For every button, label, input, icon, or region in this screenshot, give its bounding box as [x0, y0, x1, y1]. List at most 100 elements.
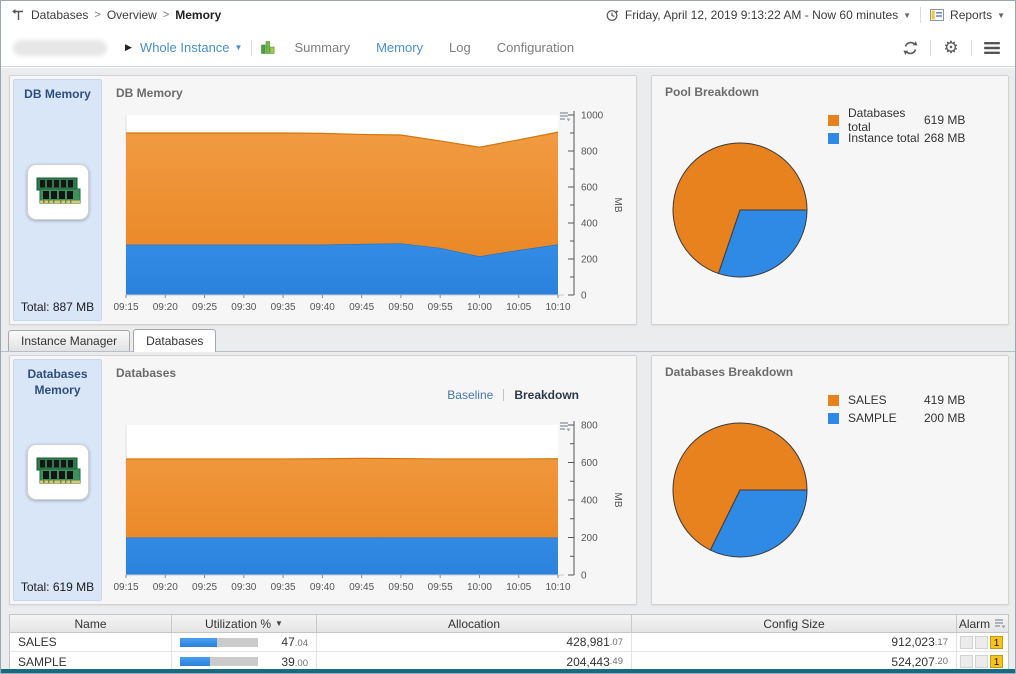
svg-text:MB: MB — [612, 198, 623, 213]
chevron-down-icon: ▼ — [234, 43, 243, 52]
panel-title: Pool Breakdown — [665, 85, 760, 99]
view-baseline[interactable]: Baseline — [447, 388, 494, 402]
legend-swatch-instance-total — [828, 132, 839, 144]
svg-text:09:50: 09:50 — [388, 582, 413, 593]
view-toggle: Baseline Breakdown — [447, 388, 579, 402]
legend-label: SAMPLE — [848, 411, 897, 425]
content-area: DB Memory Total: 887 MB DB Memory — [1, 68, 1015, 672]
table-row-sample[interactable]: SAMPLE 39.00 204,443.49 524,207.20 1 — [10, 652, 1008, 671]
db-memory-sidebar: DB Memory Total: 887 MB — [13, 79, 102, 321]
column-header-allocation[interactable]: Allocation — [317, 615, 632, 632]
chart-options-icon[interactable] — [559, 109, 571, 127]
databases-memory-total: Total: 619 MB — [20, 580, 95, 594]
breadcrumb-overview[interactable]: Overview — [106, 8, 157, 22]
utilization-bar-fill — [180, 657, 211, 666]
expand-arrow-icon[interactable]: ▶ — [125, 42, 132, 52]
settings-gear-button[interactable]: ⚙ — [940, 39, 962, 56]
svg-text:09:55: 09:55 — [428, 302, 453, 313]
svg-text:09:15: 09:15 — [113, 302, 138, 313]
tab-strip: Instance Manager Databases — [1, 329, 1015, 352]
legend-item: SALES 419 MB — [828, 391, 980, 409]
legend-swatch-sales — [828, 394, 839, 406]
svg-text:200: 200 — [581, 255, 598, 266]
breadcrumb-databases[interactable]: Databases — [31, 8, 89, 22]
column-header-utilization[interactable]: Utilization % ▼ — [172, 615, 317, 632]
memory-module-card — [26, 164, 89, 220]
svg-text:09:20: 09:20 — [153, 302, 178, 313]
svg-text:10:10: 10:10 — [545, 302, 570, 313]
utilization-bar-track — [180, 637, 258, 647]
nav-memory[interactable]: Memory — [376, 40, 424, 55]
gear-icon: ⚙ — [943, 38, 959, 57]
time-range-selector[interactable]: Friday, April 12, 2019 9:13:22 AM - Now … — [624, 8, 899, 22]
legend-value: 419 MB — [924, 393, 966, 407]
toolbar: ▶ Whole Instance ▼ Summary Memory Log Co… — [1, 29, 1015, 67]
pool-breakdown-pie-chart[interactable] — [664, 134, 824, 294]
instance-name-redacted[interactable] — [13, 39, 107, 56]
databases-stacked-area-chart[interactable]: 0 200 400 600 800 MB 09:15 09:20 09:25 09:30 09:35… — [106, 415, 638, 603]
breadcrumb-current: Memory — [175, 8, 222, 22]
table-header-row: Name Utilization % ▼ Allocation Config Si… — [10, 615, 1008, 633]
summary-chart-icon — [261, 41, 275, 54]
pool-breakdown-panel: Pool Breakdown Databases total 619 MB In… — [651, 75, 1009, 325]
refresh-button[interactable] — [899, 40, 921, 56]
reports-icon — [930, 9, 945, 21]
chart-options-icon[interactable] — [559, 419, 571, 437]
svg-text:600: 600 — [581, 458, 598, 469]
alarm-slot — [960, 635, 973, 649]
legend-label: Databases total — [848, 106, 906, 134]
tab-instance-manager[interactable]: Instance Manager — [8, 330, 131, 351]
nav-log[interactable]: Log — [449, 40, 471, 55]
databases-breakdown-pie-chart[interactable] — [664, 414, 824, 574]
svg-text:200: 200 — [581, 533, 598, 544]
chevron-down-icon: ▼ — [997, 10, 1005, 20]
databases-legend: SALES 419 MB SAMPLE 200 MB — [828, 391, 980, 427]
alarm-warning-badge[interactable]: 1 — [990, 655, 1003, 668]
legend-swatch-sample — [828, 412, 839, 424]
reports-menu[interactable]: Reports — [950, 8, 993, 22]
tab-databases[interactable]: Databases — [133, 329, 217, 352]
databases-chart-area: Databases Baseline Breakdown 0 200 400 600 8… — [106, 359, 633, 601]
table-options-icon[interactable] — [994, 618, 1006, 629]
sidebar-title: Databases Memory — [27, 367, 88, 397]
cell-name: SALES — [10, 633, 172, 651]
svg-text:10:05: 10:05 — [506, 582, 531, 593]
svg-text:09:50: 09:50 — [388, 302, 413, 313]
cell-allocation: 428,981.07 — [317, 633, 632, 651]
menu-button[interactable] — [981, 41, 1003, 55]
legend-value: 200 MB — [924, 411, 966, 425]
svg-text:09:35: 09:35 — [271, 582, 296, 593]
divider — [920, 7, 922, 23]
drilldown-icon — [11, 8, 25, 22]
divider — [930, 39, 931, 56]
cell-alarm: 1 — [957, 652, 1008, 671]
alarm-warning-badge[interactable]: 1 — [990, 635, 1003, 649]
alarm-slot — [975, 635, 988, 649]
svg-text:09:25: 09:25 — [192, 302, 217, 313]
time-range-icon — [605, 8, 619, 22]
databases-table: Name Utilization % ▼ Allocation Config Si… — [9, 614, 1009, 672]
pool-legend: Databases total 619 MB Instance total 26… — [828, 106, 980, 147]
scope-selector[interactable]: Whole Instance — [139, 40, 230, 55]
cell-alarm: 1 — [957, 633, 1008, 651]
databases-breakdown-panel: Databases Breakdown SALES 419 MB SAMPLE … — [651, 355, 1009, 605]
legend-item: Databases total 619 MB — [828, 106, 980, 134]
chevron-down-icon: ▼ — [903, 10, 912, 20]
nav-configuration[interactable]: Configuration — [496, 40, 575, 55]
column-header-alarm[interactable]: Alarm — [957, 615, 1008, 632]
svg-text:09:35: 09:35 — [271, 302, 296, 313]
column-header-config-size[interactable]: Config Size — [632, 615, 957, 632]
legend-item: Instance total 268 MB — [828, 129, 980, 147]
svg-text:09:25: 09:25 — [192, 582, 217, 593]
cell-config-size: 524,207.20 — [632, 652, 957, 671]
column-header-name[interactable]: Name — [10, 615, 172, 632]
panel-title: Databases Breakdown — [665, 365, 794, 379]
divider — [503, 389, 505, 401]
view-breakdown[interactable]: Breakdown — [514, 388, 579, 402]
nav-summary[interactable]: Summary — [294, 40, 351, 55]
svg-text:09:45: 09:45 — [349, 302, 374, 313]
table-row-sales[interactable]: SALES 47.04 428,981.07 912,023.17 1 — [10, 633, 1008, 652]
cell-utilization: 39.00 — [172, 652, 317, 671]
db-memory-stacked-area-chart[interactable]: 0 200 400 600 800 1000 MB 09:15 09:20 09:25 09:30 0… — [106, 105, 638, 317]
svg-text:09:40: 09:40 — [310, 582, 335, 593]
